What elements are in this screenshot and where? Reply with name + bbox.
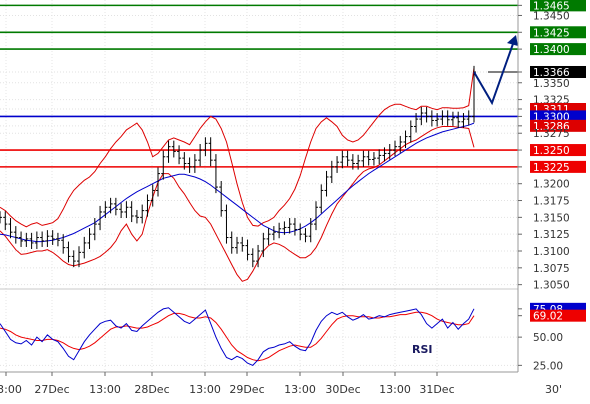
x-tick-label: 29Dec [229, 383, 264, 396]
bollinger-upper-line [0, 67, 475, 228]
y-label-badge [530, 144, 586, 157]
y-tick-label: 1.3286 [533, 121, 570, 133]
y-tick-label: 1.3150 [533, 212, 570, 224]
y-tick-label: 1.3075 [533, 263, 570, 275]
y-tick-label: 1.3350 [533, 78, 570, 90]
rsi-line [0, 307, 475, 366]
y-label-badge [530, 26, 586, 39]
y-label-badge [530, 119, 586, 132]
y-label-badge [530, 160, 586, 173]
rsi-lines [0, 307, 475, 366]
y-tick-label: 1.3250 [533, 145, 570, 157]
rsi-y-label-badge [530, 309, 586, 322]
y-tick-label: 1.3275 [533, 128, 570, 140]
y-tick-label: 1.3450 [533, 10, 570, 22]
y-tick-label: 1.3400 [533, 44, 570, 56]
y-tick-label: 1.3225 [533, 162, 570, 174]
y-label-badge [530, 65, 586, 78]
rsi-y-tick-label: 25.00 [533, 360, 563, 372]
x-tick-label: 13:00 [379, 383, 411, 396]
y-tick-label: 1.3465 [533, 0, 570, 12]
x-tick-label: 13:00 [0, 383, 22, 396]
y-tick-label: 1.3175 [533, 196, 570, 208]
y-label-badge [530, 43, 586, 56]
rsi-average-line [0, 311, 475, 362]
y-axis-main: 1.34651.34501.34251.34001.33661.33501.33… [518, 0, 586, 292]
candles [0, 65, 476, 268]
x-tick-label: 13:00 [284, 383, 316, 396]
x-axis: 13:00 27Dec 13:00 28Dec 13:00 29Dec 13:00 30Dec… [0, 372, 455, 396]
level-lines [0, 4, 518, 168]
y-tick-label: 1.3425 [533, 27, 570, 39]
timeframe-label: 30' [545, 383, 562, 396]
rsi-label: RSI [412, 343, 433, 356]
moving-average-line [0, 122, 475, 243]
projection-line [473, 40, 515, 106]
x-tick-label: 30Dec [325, 383, 360, 396]
y-tick-label: 1.3100 [533, 246, 570, 258]
x-tick-label: 28Dec [134, 383, 169, 396]
rsi-grid [0, 336, 518, 366]
y-label-badge [530, 110, 586, 123]
y-tick-label: 1.3050 [533, 280, 570, 292]
y-tick-label: 1.3200 [533, 179, 570, 191]
y-tick-label: 1.3366 [533, 67, 570, 79]
projection [473, 35, 518, 106]
x-tick-label: 27Dec [34, 383, 69, 396]
x-tick-label: 13:00 [89, 383, 121, 396]
rsi-y-tick-label: 69.02 [533, 311, 563, 323]
y-tick-label: 1.3125 [533, 229, 570, 241]
x-tick-label: 13:00 [189, 383, 221, 396]
projection-arrowhead [507, 35, 518, 47]
rsi-y-tick-label: 50.00 [533, 332, 563, 344]
x-tick-label: 31Dec [419, 383, 454, 396]
y-label-badge [530, 0, 586, 12]
